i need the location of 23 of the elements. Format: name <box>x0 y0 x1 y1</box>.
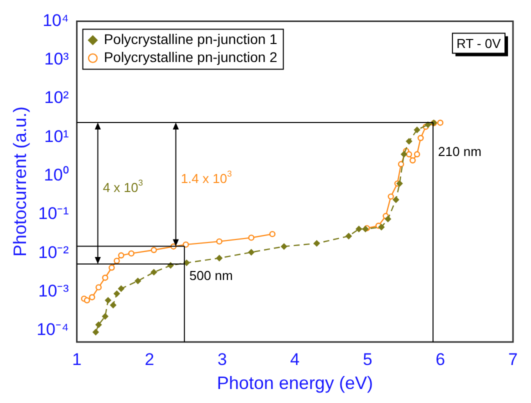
y-tick-label: 10⁻³ <box>38 281 70 300</box>
y-tick-label: 10³ <box>44 50 70 69</box>
x-tick-label: 5 <box>362 350 372 369</box>
y-tick-label: 10¹ <box>44 126 70 146</box>
y-tick-label: 10⁻² <box>38 242 70 262</box>
y-tick-label: 10⁻¹ <box>38 204 70 224</box>
legend-label: Polycrystalline pn-junction 1 <box>104 31 278 48</box>
x-tick-label: 2 <box>144 350 154 369</box>
x-tick-label: 6 <box>436 350 446 369</box>
y-tick-label: 10⁰ <box>44 165 69 184</box>
x-tick-label: 1 <box>72 350 82 369</box>
ref-line-label: 210 nm <box>438 144 482 160</box>
x-axis-title: Photon energy (eV) <box>216 373 373 394</box>
y-axis-title: Photocurrent (a.u.) <box>10 106 30 257</box>
legend-label: Polycrystalline pn-junction 2 <box>104 49 278 66</box>
y-tick-label: 10² <box>44 88 70 108</box>
y-tick-label: 10⁴ <box>42 10 69 30</box>
x-tick-label: 4 <box>290 350 300 369</box>
x-tick-label: 3 <box>217 350 227 369</box>
y-tick-label: 10⁻⁴ <box>36 320 69 340</box>
ref-line-label: 500 nm <box>189 268 233 283</box>
annotation: RT - 0V <box>456 36 502 51</box>
x-tick-label: 7 <box>508 350 518 369</box>
